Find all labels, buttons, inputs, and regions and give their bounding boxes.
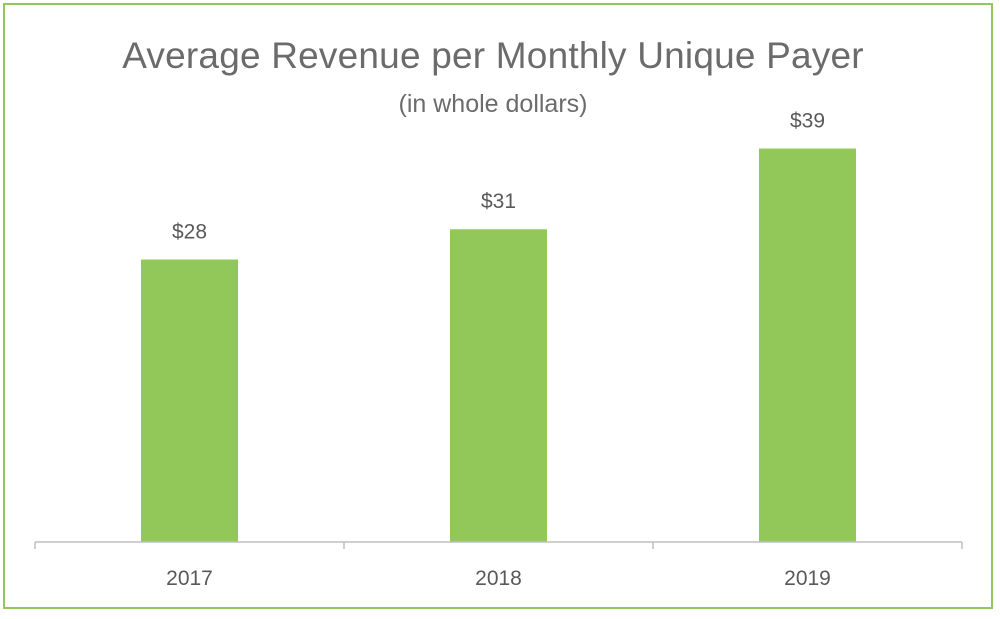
x-tick-label-2018: 2018 (475, 567, 522, 590)
bar-2018 (450, 229, 547, 542)
data-label-2019: $39 (790, 110, 825, 133)
data-label-2017: $28 (172, 221, 207, 244)
chart-subtitle: (in whole dollars) (398, 90, 588, 118)
chart-title: Average Revenue per Monthly Unique Payer (122, 35, 864, 76)
x-tick-label-2019: 2019 (784, 567, 831, 590)
bar-2017 (141, 259, 238, 542)
x-tick-label-2017: 2017 (166, 567, 213, 590)
data-label-2018: $31 (481, 190, 516, 213)
bar-2019 (759, 148, 856, 543)
